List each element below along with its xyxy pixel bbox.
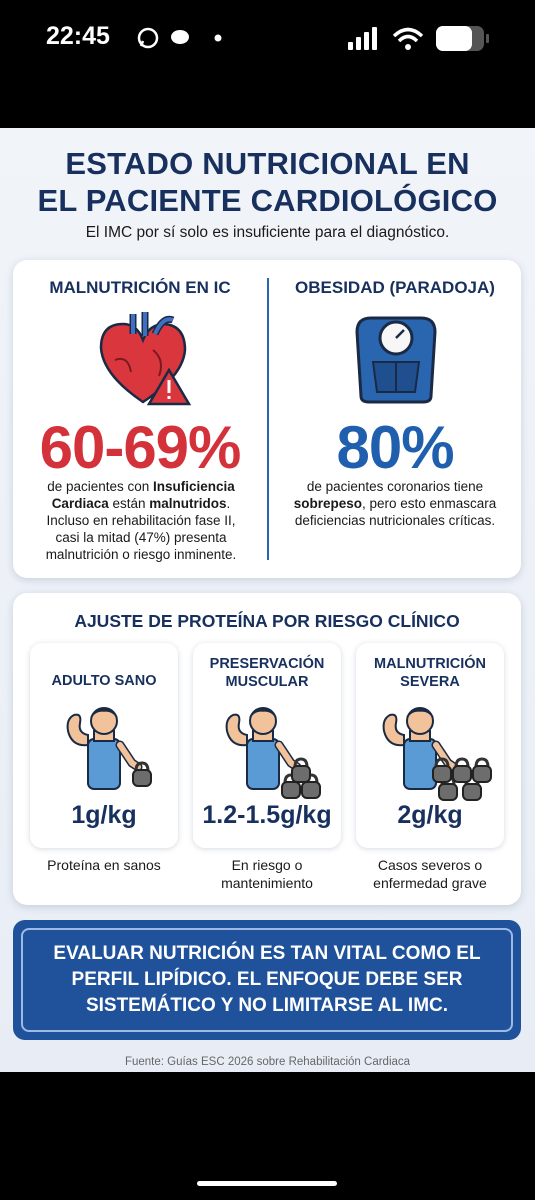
text: . Incluso en rehabilitación fase II, cas… xyxy=(45,496,237,562)
protein-option: MALNUTRICIÓN SEVERA 2g/kg xyxy=(356,643,504,848)
section-heading: AJUSTE DE PROTEÍNA POR RIESGO CLÍNICO xyxy=(74,611,460,631)
panel-description: de pacientes coronarios tiene sobrepeso,… xyxy=(293,478,497,529)
status-icons-left xyxy=(137,27,222,49)
divider xyxy=(267,278,269,560)
option-note: Casos severos o enfermedad grave xyxy=(373,857,487,891)
protein-option: PRESERVACIÓN MUSCULAR 1.2-1.5g/kg xyxy=(193,643,341,848)
status-icons-right xyxy=(348,26,489,51)
source: Fuente: Guías ESC 2026 sobre Rehabilitac… xyxy=(124,1056,411,1068)
option-title: MALNUTRICIÓN SEVERA xyxy=(374,656,486,690)
text: están xyxy=(108,496,150,511)
option-title: ADULTO SANO xyxy=(51,673,157,689)
scale-icon xyxy=(355,316,437,404)
text-strong: sobrepeso xyxy=(293,496,362,511)
panel-description: de pacientes con Insuficiencia Cardiaca … xyxy=(35,478,247,563)
dose: 1.2-1.5g/kg xyxy=(202,801,332,829)
callout: EVALUAR NUTRICIÓN ES TAN VITAL COMO EL P… xyxy=(13,920,521,1040)
text-strong: malnutridos xyxy=(149,496,227,511)
clock: 22:45 xyxy=(46,22,110,50)
text: de pacientes coronarios tiene xyxy=(306,479,484,494)
protein-card: AJUSTE DE PROTEÍNA POR RIESGO CLÍNICO AD… xyxy=(13,593,521,905)
home-indicator xyxy=(197,1181,337,1186)
callout-text: EVALUAR NUTRICIÓN ES TAN VITAL COMO EL P… xyxy=(53,943,481,1016)
infographic: ESTADO NUTRICIONAL EN EL PACIENTE CARDIO… xyxy=(0,128,535,1072)
panel-heading: OBESIDAD (PARADOJA) xyxy=(295,278,495,297)
stat: 80% xyxy=(336,414,454,481)
stats-card: MALNUTRICIÓN EN IC 60-69% de pacientes c… xyxy=(13,260,521,578)
text: , pero esto enmascara deficiencias nutri… xyxy=(294,496,497,528)
person-icon xyxy=(54,701,153,801)
status-bar: 22:45 xyxy=(0,0,535,128)
option-note: Proteína en sanos xyxy=(47,857,161,873)
subtitle: El IMC por sí solo es insuficiente para … xyxy=(85,224,450,241)
option-note: En riesgo o mantenimiento xyxy=(221,857,313,891)
panel-heading: MALNUTRICIÓN EN IC xyxy=(49,278,231,297)
heart-icon xyxy=(99,312,192,406)
text: de pacientes con xyxy=(47,479,154,494)
callout-frame: EVALUAR NUTRICIÓN ES TAN VITAL COMO EL P… xyxy=(21,928,513,1032)
person-icon xyxy=(370,701,493,801)
title-line: ESTADO NUTRICIONAL EN xyxy=(65,146,470,181)
title-line: EL PACIENTE CARDIOLÓGICO xyxy=(37,183,498,218)
stat: 60-69% xyxy=(39,414,242,481)
person-icon xyxy=(213,701,322,800)
dose: 2g/kg xyxy=(397,801,463,829)
text-strong: Insuficiencia Cardiaca xyxy=(51,479,235,511)
dose: 1g/kg xyxy=(71,801,137,829)
protein-option: ADULTO SANO 1g/kg xyxy=(30,643,178,848)
option-title: PRESERVACIÓN MUSCULAR xyxy=(209,656,325,690)
